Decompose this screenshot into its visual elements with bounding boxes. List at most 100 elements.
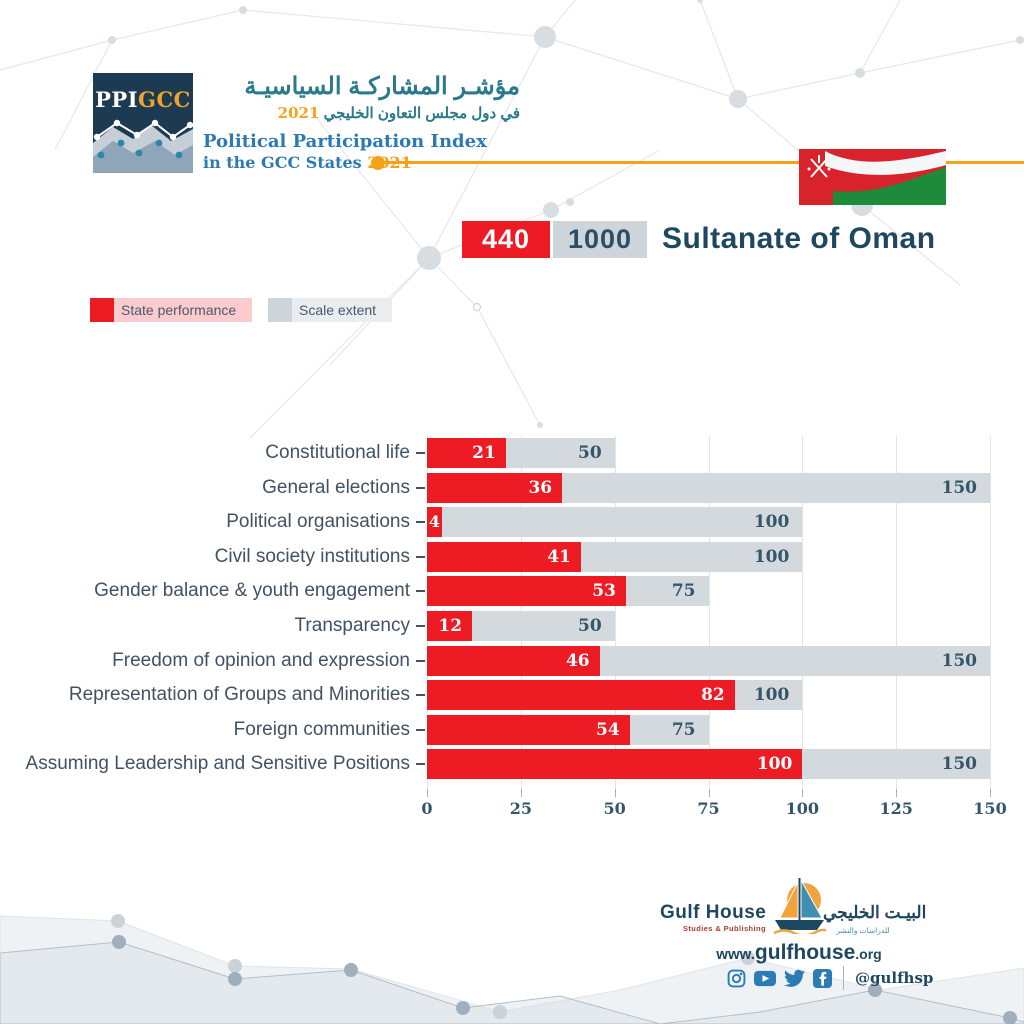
gridline — [708, 436, 710, 797]
scale-extent-value: 150 — [941, 477, 978, 498]
state-performance-value: 12 — [438, 616, 463, 636]
state-performance-bar: 21 — [427, 438, 506, 468]
state-score-badge: 440 — [462, 221, 550, 258]
state-performance-bar: 41 — [427, 541, 581, 572]
legend-label: Scale extent — [292, 298, 393, 322]
state-performance-bar: 4 — [427, 507, 442, 538]
axis-tick — [427, 789, 428, 797]
axis-tick-label: 150 — [973, 799, 1007, 818]
axis-tick-label: 100 — [785, 799, 820, 818]
twitter-icon[interactable] — [784, 969, 805, 988]
index-title: مؤشـر المشاركـة السياسيـة في دول مجلس ال… — [203, 72, 520, 173]
gridline — [802, 436, 804, 797]
gridline — [990, 436, 991, 797]
category-label: Gender balance & youth engagement — [94, 580, 410, 602]
social-handle: @gulfhsp — [855, 969, 934, 987]
axis-tick-label: 50 — [603, 799, 626, 818]
facebook-icon[interactable] — [813, 968, 832, 988]
axis-tick-label: 0 — [421, 799, 433, 818]
category-label: Political organisations — [226, 511, 410, 533]
scale-extent-value: 100 — [753, 512, 790, 533]
category-tick — [416, 625, 425, 627]
state-performance-bar: 46 — [427, 645, 600, 676]
state-performance-value: 54 — [596, 719, 620, 740]
state-performance-bar: 53 — [427, 576, 626, 607]
chart-row: General elections 150 36 — [0, 472, 1024, 503]
legend-label: State performance — [114, 298, 253, 322]
state-performance-value: 4 — [428, 512, 441, 532]
chart-row: Political organisations 100 4 — [0, 507, 1024, 538]
title-english-line1: Political Participation Index — [203, 131, 487, 152]
legend-scale-extent: Scale extent — [268, 298, 393, 322]
axis-tick — [708, 789, 710, 797]
youtube-icon[interactable] — [754, 969, 776, 988]
oman-flag — [799, 149, 946, 205]
category-tick — [416, 521, 425, 524]
scale-extent-value: 50 — [577, 443, 602, 463]
category-label: Foreign communities — [233, 718, 410, 740]
header-rule-dot — [371, 156, 385, 170]
chart-row: Representation of Groups and Minorities 1… — [0, 680, 1024, 711]
country-name: Sultanate of Oman — [662, 222, 936, 255]
chart-row: Transparency 50 12 — [0, 611, 1024, 641]
axis-tick — [990, 789, 991, 797]
category-tick — [416, 555, 425, 558]
scale-extent-value: 75 — [671, 719, 696, 740]
scale-extent-value: 75 — [671, 581, 696, 602]
gridline — [614, 436, 616, 797]
ppigcc-logo: PPIGCC — [93, 73, 193, 173]
chart-row: Foreign communities 75 54 — [0, 714, 1024, 745]
logo-mini-chart-icon — [93, 119, 193, 173]
scale-extent-value: 150 — [941, 754, 978, 775]
category-label: Freedom of opinion and expression — [112, 649, 410, 671]
state-performance-bar: 12 — [427, 611, 473, 641]
category-tick — [416, 452, 425, 454]
legend-state-performance: State performance — [90, 298, 253, 322]
state-performance-value: 36 — [528, 477, 553, 498]
chart-row: Assuming Leadership and Sensitive Positi… — [0, 749, 1024, 780]
axis-tick — [520, 789, 522, 797]
state-performance-swatch — [90, 298, 114, 322]
category-tick — [416, 728, 425, 731]
header-rule-line — [385, 161, 1024, 164]
website-link[interactable]: www.gulfhouse.org — [716, 941, 882, 964]
scale-extent-swatch — [268, 298, 292, 322]
state-performance-value: 82 — [701, 685, 725, 706]
category-tick — [416, 694, 425, 697]
gulf-house-name: Gulf House — [660, 902, 767, 923]
state-performance-value: 100 — [756, 754, 793, 775]
axis-tick-label: 75 — [697, 799, 720, 818]
chart-row: Civil society institutions 100 41 — [0, 541, 1024, 572]
scale-total-badge: 1000 — [553, 221, 647, 258]
scale-extent-value: 50 — [577, 616, 602, 636]
category-label: General elections — [262, 476, 410, 498]
state-performance-value: 41 — [547, 546, 571, 567]
axis-tick-label: 25 — [509, 799, 532, 818]
gulf-house-name-arabic: البيـت الخليجي — [823, 903, 927, 922]
category-tick — [416, 486, 425, 489]
state-performance-bar: 54 — [427, 714, 630, 745]
gulf-house-subtitle: Studies & Publishing — [682, 924, 766, 933]
category-label: Constitutional life — [265, 442, 410, 463]
ppigcc-logo-text: PPIGCC — [95, 87, 191, 112]
axis-tick — [614, 789, 616, 797]
axis-tick — [802, 789, 804, 797]
category-label: Transparency — [294, 615, 410, 636]
category-label: Representation of Groups and Minorities — [68, 684, 410, 706]
category-label: Assuming Leadership and Sensitive Positi… — [25, 753, 410, 775]
social-links: @gulfhsp — [727, 966, 933, 990]
axis-tick — [896, 789, 898, 797]
state-performance-bar: 82 — [427, 680, 735, 711]
gulf-house-subtitle-arabic: للدراسات والنشر — [836, 926, 890, 935]
category-label: Civil society institutions — [214, 545, 410, 567]
chart-row: Constitutional life 50 21 — [0, 438, 1024, 468]
gulf-house-boat-icon — [773, 878, 826, 934]
category-tick — [416, 659, 425, 662]
social-divider — [843, 966, 844, 990]
state-performance-bar: 36 — [427, 472, 563, 503]
chart-row: Gender balance & youth engagement 75 53 — [0, 576, 1024, 607]
instagram-icon[interactable] — [727, 969, 746, 988]
state-performance-bar: 100 — [427, 749, 803, 780]
title-english-line2: in the GCC States 2021 — [203, 153, 412, 172]
